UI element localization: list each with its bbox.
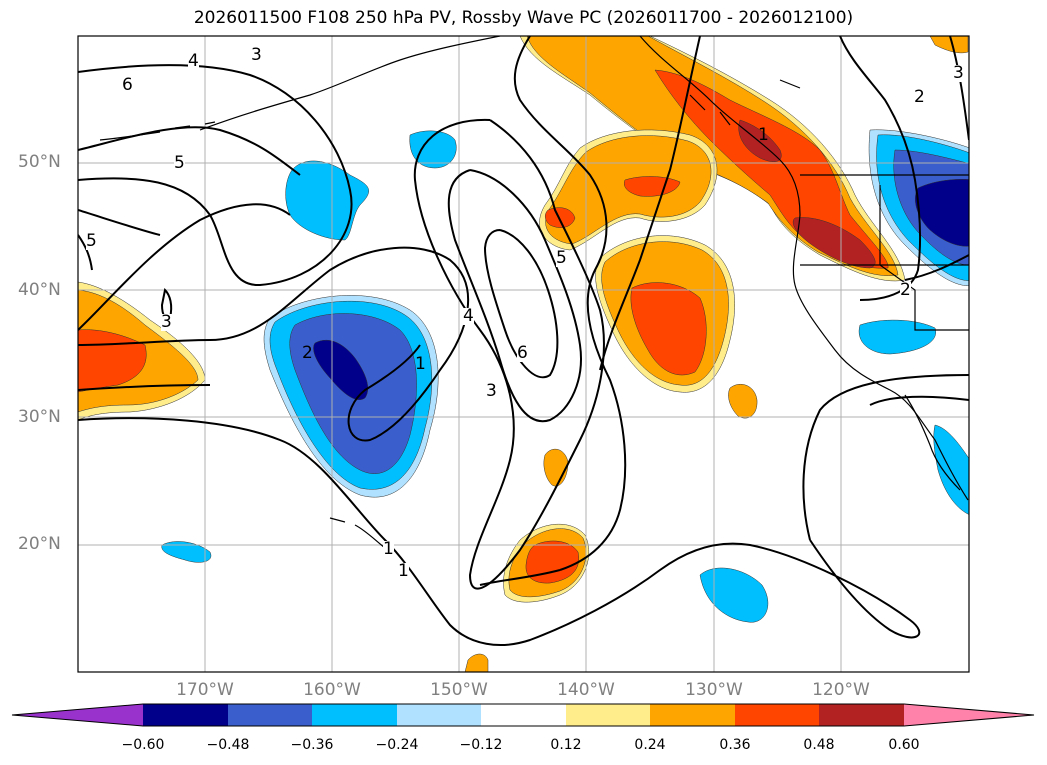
colorbar-tick: 0.24 bbox=[634, 737, 666, 753]
contour-label: 5 bbox=[86, 231, 97, 251]
positive-anomaly-small bbox=[728, 384, 758, 419]
colorbar-tick: 0.36 bbox=[719, 737, 751, 753]
negative-anomaly-south bbox=[699, 567, 769, 623]
contour-line bbox=[78, 64, 353, 287]
colorbar-segment bbox=[566, 704, 650, 726]
contour-line bbox=[78, 417, 921, 646]
contour-label: 1 bbox=[383, 539, 394, 559]
colorbar-segment bbox=[819, 704, 904, 726]
contour-label: 3 bbox=[486, 381, 497, 401]
contour-line bbox=[78, 203, 291, 331]
contour-line bbox=[413, 118, 605, 590]
contour-label: 2 bbox=[914, 87, 925, 107]
contour-label: 3 bbox=[161, 312, 172, 332]
lat-label-50n: 50°N bbox=[18, 152, 61, 172]
contour-label: 6 bbox=[517, 343, 528, 363]
contour-label: 4 bbox=[188, 51, 199, 71]
pv-anomaly-shading bbox=[78, 36, 969, 672]
positive-anomaly-south-edge bbox=[464, 653, 489, 672]
contour-label: 4 bbox=[463, 306, 474, 326]
map-title: 2026011500 F108 250 hPa PV, Rossby Wave … bbox=[193, 8, 854, 28]
contour-line bbox=[479, 569, 561, 586]
positive-anomaly-south bbox=[525, 540, 580, 584]
coastline-vancouver-islands bbox=[689, 79, 801, 126]
map-frame bbox=[77, 35, 970, 673]
contour-label: 3 bbox=[251, 45, 262, 65]
coastline-baja bbox=[904, 394, 961, 491]
negative-anomaly-mexico bbox=[933, 424, 969, 515]
negative-anomaly-california bbox=[858, 319, 937, 355]
colorbar-tick: −0.60 bbox=[121, 737, 165, 753]
colorbar-tick: −0.36 bbox=[290, 737, 334, 753]
colorbar-segment bbox=[312, 704, 397, 726]
negative-anomaly-central bbox=[313, 339, 369, 400]
colorbar-tick: 0.12 bbox=[550, 737, 582, 753]
negative-anomaly-northeast bbox=[915, 179, 969, 247]
contour-line bbox=[802, 374, 969, 541]
colorbar-segment bbox=[228, 704, 312, 726]
colorbar-segment bbox=[481, 704, 566, 726]
coastlines bbox=[99, 36, 969, 549]
contour-label: 5 bbox=[174, 153, 185, 173]
contour-label: 2 bbox=[900, 280, 911, 300]
lon-label-120w: 120°W bbox=[812, 680, 870, 700]
contour-label: 3 bbox=[953, 63, 964, 83]
contour-line bbox=[78, 246, 470, 442]
colorbar-extend-low bbox=[12, 704, 143, 726]
contour-label: 6 bbox=[122, 75, 133, 95]
positive-anomaly-central bbox=[630, 282, 707, 376]
positive-anomaly-gulf bbox=[545, 207, 576, 228]
lon-label-140w: 140°W bbox=[557, 680, 615, 700]
lon-label-150w: 150°W bbox=[430, 680, 488, 700]
colorbar-tick: −0.24 bbox=[375, 737, 419, 753]
colorbar-tick: −0.12 bbox=[459, 737, 503, 753]
lon-label-170w: 170°W bbox=[176, 680, 234, 700]
lat-label-30n: 30°N bbox=[18, 407, 61, 427]
colorbar-outline bbox=[11, 703, 1035, 727]
contour-line bbox=[599, 36, 701, 371]
colorbar-segment bbox=[143, 704, 228, 726]
colorbar bbox=[11, 703, 1035, 727]
colorbar-tick: −0.48 bbox=[206, 737, 250, 753]
lon-label-160w: 160°W bbox=[303, 680, 361, 700]
colorbar-extend-high bbox=[904, 704, 1034, 726]
state-borders bbox=[800, 185, 969, 331]
contour-line bbox=[513, 36, 627, 571]
contour-label: 1 bbox=[398, 561, 409, 581]
pv-contours bbox=[78, 36, 969, 646]
contour-label: 1 bbox=[758, 125, 769, 145]
lat-label-20n: 20°N bbox=[18, 534, 61, 554]
colorbar-tick: 0.48 bbox=[803, 737, 835, 753]
coastline-alaska bbox=[199, 36, 501, 131]
contour-line bbox=[78, 126, 301, 236]
contour-label: 2 bbox=[302, 343, 313, 363]
negative-anomaly-north bbox=[409, 130, 457, 169]
colorbar-segment bbox=[735, 704, 819, 726]
contour-line bbox=[869, 395, 969, 406]
contour-label: 1 bbox=[415, 354, 426, 374]
contour-line bbox=[78, 234, 93, 271]
contour-line bbox=[904, 254, 969, 281]
contour-line bbox=[447, 169, 582, 423]
coastline-hawaii bbox=[329, 517, 386, 549]
contour-line bbox=[949, 36, 969, 141]
contour-label: 5 bbox=[556, 248, 567, 268]
positive-anomaly-ridge bbox=[792, 217, 876, 269]
colorbar-segment bbox=[397, 704, 481, 726]
contour-line bbox=[78, 384, 211, 391]
coastline-bc bbox=[639, 36, 969, 501]
colorbar-segment bbox=[650, 704, 735, 726]
lon-label-130w: 130°W bbox=[685, 680, 743, 700]
positive-anomaly-ridge bbox=[654, 69, 889, 269]
lat-label-40n: 40°N bbox=[18, 280, 61, 300]
colorbar-tick: 0.60 bbox=[888, 737, 920, 753]
contour-line bbox=[483, 229, 559, 379]
